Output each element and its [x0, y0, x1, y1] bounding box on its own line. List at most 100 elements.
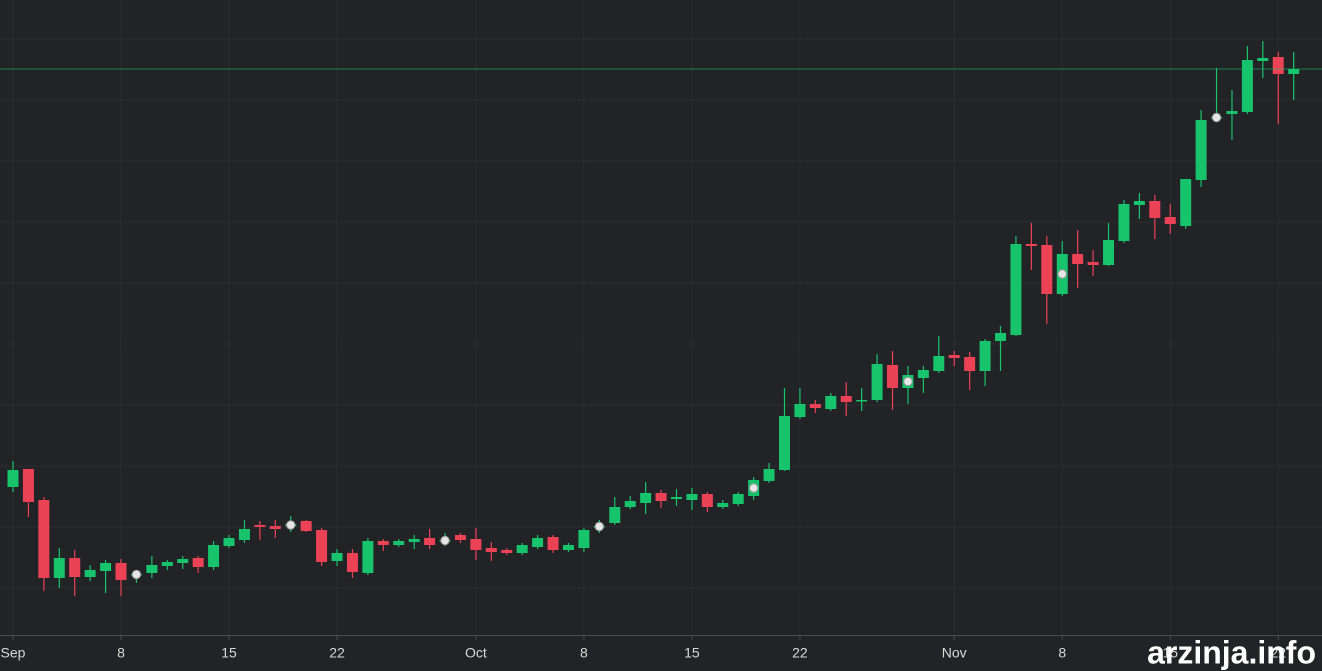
candle-body	[917, 370, 929, 378]
candle-body	[1226, 111, 1238, 114]
candle-body	[53, 558, 65, 578]
x-tick-label: 22	[792, 645, 808, 661]
x-tick-label: 22	[1270, 645, 1286, 661]
x-tick-label: Nov	[942, 645, 967, 661]
candle-body	[825, 396, 837, 409]
candle-body	[161, 562, 173, 566]
candle-body	[1087, 262, 1099, 265]
x-tick-label: Oct	[465, 645, 487, 661]
candle-body	[516, 545, 528, 553]
candle-body	[532, 538, 544, 547]
candle-body	[115, 563, 127, 580]
candle-body	[1025, 244, 1037, 246]
event-dot	[440, 535, 450, 546]
candle-body	[701, 494, 713, 507]
candle-body	[948, 355, 960, 358]
candle-body	[69, 558, 81, 577]
candle-body	[887, 365, 899, 388]
candle-body	[300, 521, 312, 531]
event-dot	[1057, 269, 1067, 279]
candle-body	[670, 497, 682, 499]
candle-body	[794, 404, 806, 417]
event-dot	[286, 520, 296, 530]
candle-body	[1257, 58, 1269, 61]
candle-body	[995, 333, 1007, 341]
x-tick-label: 8	[580, 645, 588, 661]
candle-body	[1133, 201, 1145, 205]
candle-body	[316, 530, 328, 562]
candle-body	[964, 357, 976, 371]
event-dot	[748, 483, 759, 493]
candle-body	[1118, 204, 1130, 241]
candle-body	[609, 507, 621, 523]
x-tick-label: 15	[221, 645, 237, 661]
candle-body	[624, 501, 636, 507]
candle-body	[547, 537, 559, 550]
candle-body	[979, 341, 991, 371]
candle-body	[238, 529, 250, 540]
candle-body	[871, 364, 883, 400]
x-tick-label: Sep	[1, 645, 26, 661]
candle-body	[84, 570, 96, 577]
candle-body	[1272, 57, 1284, 74]
candle-body	[485, 548, 497, 552]
candle-body	[146, 565, 158, 573]
candle-body	[1041, 245, 1053, 294]
candle-body	[562, 545, 574, 550]
x-tick-label: 8	[1058, 645, 1066, 661]
candle-body	[933, 356, 945, 371]
candle-body	[1180, 179, 1192, 226]
candle-body	[686, 494, 698, 500]
x-tick-label: 8	[117, 645, 125, 661]
event-dot	[903, 376, 913, 387]
event-dot	[594, 521, 605, 532]
candle-body	[655, 493, 667, 501]
candle-body	[717, 503, 729, 507]
candle-body	[1288, 69, 1300, 74]
candle-body	[1195, 120, 1207, 180]
candle-body	[763, 469, 775, 481]
candle-body	[100, 563, 112, 571]
candle-body	[22, 469, 34, 502]
candle-body	[578, 530, 590, 548]
candle-body	[732, 494, 744, 504]
candle-body	[208, 545, 220, 567]
candle-body	[38, 500, 50, 578]
candle-body	[809, 404, 821, 408]
candle-body	[779, 416, 790, 470]
watermark: arzinja.info	[1147, 634, 1316, 670]
candle-body	[223, 538, 235, 546]
candle-body	[454, 535, 466, 540]
candle-body	[254, 525, 266, 527]
candle-body	[1164, 217, 1176, 224]
candle-body	[331, 553, 343, 561]
candle-body	[177, 559, 189, 563]
candle-body	[856, 400, 868, 402]
candle-body	[269, 526, 281, 529]
candle-body	[1072, 254, 1084, 264]
candle-body	[7, 470, 19, 487]
candle-body	[346, 553, 358, 572]
candle-body	[1103, 240, 1115, 265]
candle-body	[408, 539, 420, 542]
candle-body	[362, 541, 374, 573]
event-dot	[131, 569, 142, 580]
candle-body	[393, 541, 405, 545]
candle-body	[501, 550, 513, 553]
x-tick-label: 15	[1162, 645, 1178, 661]
x-tick-label: 15	[684, 645, 700, 661]
candle-body	[1010, 244, 1022, 335]
candle-body	[377, 541, 389, 545]
candle-body	[1149, 201, 1161, 218]
candle-body	[1241, 60, 1253, 112]
candle-body	[424, 538, 436, 545]
candle-body	[192, 558, 204, 567]
candle-body	[840, 396, 852, 402]
event-dot	[1211, 112, 1222, 123]
candle-body	[640, 493, 652, 503]
candle-body	[470, 539, 482, 550]
x-tick-label: 22	[329, 645, 345, 661]
